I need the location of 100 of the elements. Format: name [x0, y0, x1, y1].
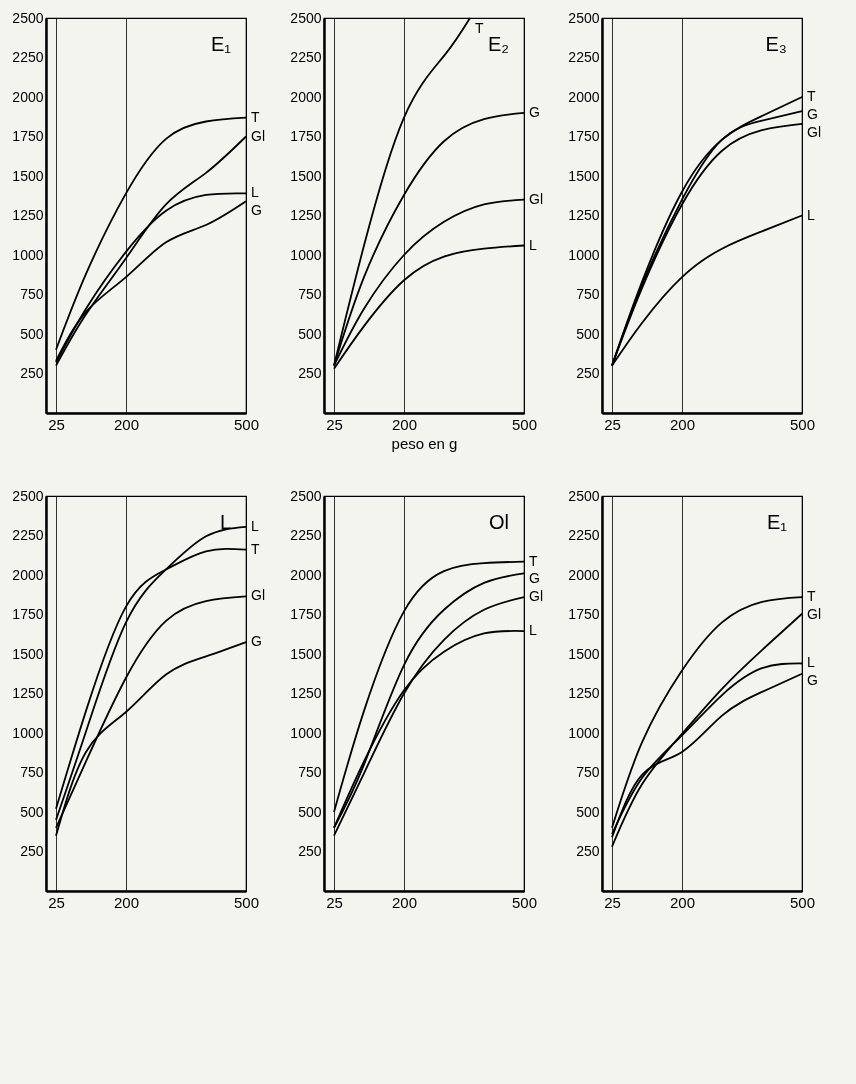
series-label: G — [529, 570, 540, 587]
series-label: Gl — [807, 605, 821, 622]
y-tick-label: 2000 — [12, 88, 44, 105]
y-tick-label: 1000 — [568, 724, 600, 741]
series-label: L — [529, 622, 537, 639]
series-label: Gl — [529, 588, 543, 605]
y-tick-label: 1750 — [12, 128, 44, 144]
y-tick-label: 2500 — [12, 9, 44, 26]
y-tick-label: 1500 — [12, 645, 44, 662]
y-tick-label: 1500 — [568, 645, 600, 662]
x-tick-label: 200 — [113, 893, 140, 911]
y-tick-label: 500 — [20, 325, 44, 342]
series-label: L — [251, 184, 259, 201]
y-tick-label: 750 — [298, 286, 322, 302]
y-tick-label: 1250 — [12, 685, 44, 701]
y-tick-label: 1750 — [290, 128, 322, 144]
x-axis-title: peso en g — [391, 434, 458, 452]
series-label: T — [807, 88, 816, 104]
text: E₂ — [487, 33, 509, 55]
series-label: Gl — [529, 190, 543, 207]
y-tick-label: 1750 — [568, 128, 600, 144]
y-tick-label: 500 — [298, 803, 322, 820]
y-tick-label: 2250 — [290, 49, 322, 65]
y-tick-label: 2500 — [568, 9, 600, 26]
y-tick-label: 750 — [576, 286, 600, 302]
x-tick-label: 25 — [604, 893, 621, 911]
series-label: L — [251, 517, 259, 534]
x-tick-label: 25 — [48, 415, 65, 433]
y-tick-label: 2000 — [12, 566, 44, 583]
text: Ol — [489, 511, 509, 533]
x-tick-label: 500 — [511, 893, 538, 911]
x-tick-label: 25 — [604, 415, 621, 433]
y-tick-label: 1000 — [12, 246, 44, 263]
series-label: G — [807, 672, 818, 689]
y-tick-label: 2000 — [568, 566, 600, 583]
x-tick-label: 500 — [789, 893, 816, 911]
x-tick-label: 25 — [326, 415, 343, 433]
y-tick-label: 1250 — [568, 685, 600, 701]
series-label: T — [251, 108, 260, 125]
y-tick-label: 2500 — [290, 487, 322, 504]
y-tick-label: 1750 — [568, 606, 600, 622]
y-tick-label: 250 — [20, 365, 44, 381]
x-tick-label: 500 — [233, 415, 260, 433]
y-tick-label: 500 — [20, 803, 44, 820]
y-tick-label: 250 — [576, 843, 600, 859]
y-tick-label: 1500 — [290, 645, 322, 662]
x-tick-label: 200 — [391, 415, 418, 433]
x-tick-label: 500 — [789, 415, 816, 433]
x-tick-label: 200 — [669, 893, 696, 911]
y-tick-label: 2250 — [568, 527, 600, 543]
y-tick-label: 2000 — [568, 88, 600, 105]
y-tick-label: 1000 — [290, 724, 322, 741]
y-tick-label: 500 — [576, 803, 600, 820]
text: E₃ — [765, 33, 787, 55]
y-tick-label: 1750 — [12, 606, 44, 622]
y-tick-label: 1250 — [12, 207, 44, 223]
x-tick-label: 25 — [326, 893, 343, 911]
y-tick-label: 2500 — [12, 487, 44, 504]
y-tick-label: 2250 — [12, 527, 44, 543]
y-tick-label: 2250 — [12, 49, 44, 65]
y-tick-label: 1250 — [568, 207, 600, 223]
y-tick-label: 1250 — [290, 207, 322, 223]
y-tick-label: 1000 — [290, 246, 322, 263]
y-tick-label: 2000 — [290, 88, 322, 105]
y-tick-label: 2250 — [290, 527, 322, 543]
y-tick-label: 500 — [298, 325, 322, 342]
x-tick-label: 25 — [48, 893, 65, 911]
y-tick-label: 2500 — [290, 9, 322, 26]
series-label: G — [251, 202, 262, 219]
x-tick-label: 200 — [669, 415, 696, 433]
y-tick-label: 1250 — [290, 685, 322, 701]
x-tick-label: 200 — [113, 415, 140, 433]
x-tick-label: 500 — [233, 893, 260, 911]
y-tick-label: 1000 — [568, 246, 600, 263]
series-label: T — [529, 552, 538, 569]
y-tick-label: 250 — [576, 365, 600, 381]
series-label: Gl — [251, 587, 265, 604]
y-tick-label: 750 — [298, 764, 322, 780]
y-tick-label: 250 — [298, 843, 322, 859]
series-label: T — [475, 19, 484, 36]
y-tick-label: 1500 — [12, 167, 44, 184]
series-label: G — [529, 103, 540, 120]
y-tick-label: 750 — [576, 764, 600, 780]
y-tick-label: 750 — [20, 764, 44, 780]
series-label: Gl — [807, 123, 821, 140]
y-tick-label: 1500 — [290, 167, 322, 184]
y-tick-label: 250 — [20, 843, 44, 859]
y-tick-label: 750 — [20, 286, 44, 302]
y-tick-label: 2250 — [568, 49, 600, 65]
x-tick-label: 200 — [391, 893, 418, 911]
series-label: G — [251, 633, 262, 650]
y-tick-label: 250 — [298, 365, 322, 381]
text: E₁ — [210, 33, 232, 55]
series-label: L — [529, 236, 537, 253]
series-label: L — [807, 206, 815, 223]
y-tick-label: 1750 — [290, 606, 322, 622]
series-label: G — [807, 105, 818, 122]
y-tick-label: 1000 — [12, 724, 44, 741]
y-tick-label: 2000 — [290, 566, 322, 583]
text: E₁ — [766, 511, 788, 533]
